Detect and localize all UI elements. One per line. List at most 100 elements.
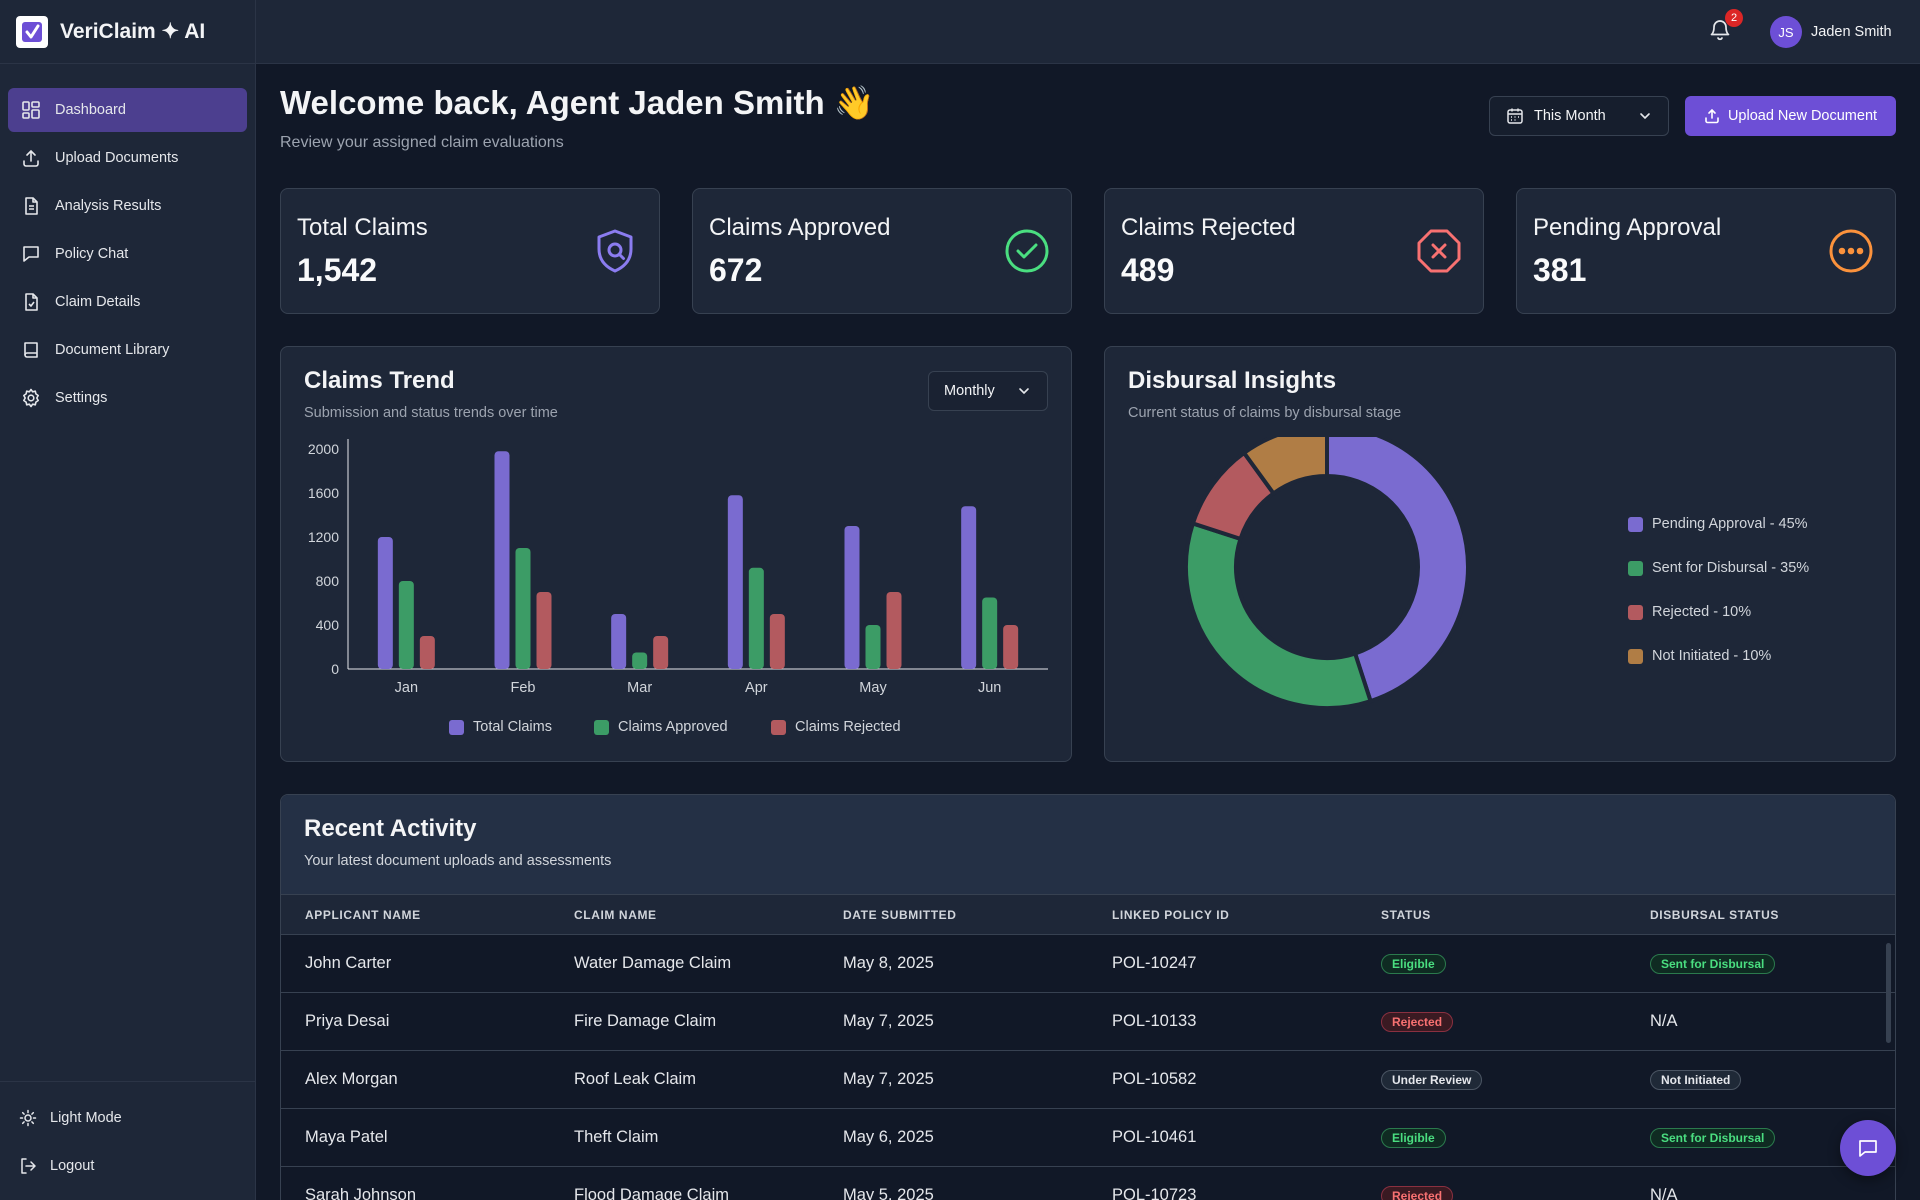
light-mode-toggle[interactable]: Light Mode bbox=[8, 1094, 248, 1142]
legend-item[interactable]: Claims Rejected bbox=[771, 719, 901, 735]
chat-assistant-button[interactable] bbox=[1840, 1120, 1896, 1176]
bar-total-claims-jun[interactable] bbox=[961, 506, 977, 669]
bar-claims-rejected-jan[interactable] bbox=[419, 636, 435, 669]
bar-total-claims-jan[interactable] bbox=[377, 537, 393, 669]
column-header[interactable]: CLAIM NAME bbox=[574, 908, 657, 922]
legend-swatch bbox=[1628, 648, 1643, 664]
bar-total-claims-apr[interactable] bbox=[727, 495, 743, 669]
sidebar-item-label: Document Library bbox=[55, 342, 170, 358]
applicant-name-cell: Alex Morgan bbox=[305, 1070, 398, 1088]
main-nav: Dashboard Upload Documents Analysis Resu… bbox=[0, 64, 255, 448]
claim-name-cell: Roof Leak Claim bbox=[574, 1070, 696, 1088]
bar-claims-approved-may[interactable] bbox=[865, 625, 881, 669]
legend-item[interactable]: Total Claims bbox=[449, 719, 552, 735]
date-submitted-cell: May 7, 2025 bbox=[843, 1012, 934, 1030]
y-tick-label: 0 bbox=[331, 661, 339, 677]
file-check-icon bbox=[21, 292, 41, 312]
stat-card-claims-approved: Claims Approved 672 bbox=[692, 188, 1072, 314]
legend-item[interactable]: Not Initiated - 10% bbox=[1628, 648, 1771, 664]
table-row[interactable]: Sarah Johnson Flood Damage Claim May 5, 20… bbox=[281, 1167, 1895, 1200]
column-header[interactable]: STATUS bbox=[1381, 908, 1431, 922]
interval-select[interactable]: Monthly bbox=[928, 371, 1048, 411]
donut-slice-pending-approval[interactable] bbox=[1325, 437, 1470, 704]
recent-activity-header: Recent Activity Your latest document upl… bbox=[281, 795, 1895, 895]
table-row[interactable]: John Carter Water Damage Claim May 8, 2025… bbox=[281, 935, 1895, 993]
table-row[interactable]: Alex Morgan Roof Leak Claim May 7, 2025 POL… bbox=[281, 1051, 1895, 1109]
column-header[interactable]: APPLICANT NAME bbox=[305, 908, 421, 922]
sidebar-item-analysis-results[interactable]: Analysis Results bbox=[8, 184, 247, 228]
applicant-name-cell: Sarah Johnson bbox=[305, 1186, 416, 1200]
x-tick-label: May bbox=[859, 680, 887, 696]
sidebar-item-document-library[interactable]: Document Library bbox=[8, 328, 247, 372]
bar-claims-approved-jun[interactable] bbox=[982, 597, 998, 670]
x-tick-label: Apr bbox=[745, 680, 768, 696]
logout-button[interactable]: Logout bbox=[8, 1142, 248, 1190]
legend-swatch bbox=[771, 719, 786, 735]
table-row[interactable]: Priya Desai Fire Damage Claim May 7, 2025 P… bbox=[281, 993, 1895, 1051]
bar-total-claims-feb[interactable] bbox=[494, 451, 510, 669]
status-badge: Under Review bbox=[1381, 1070, 1483, 1090]
bar-claims-rejected-jun[interactable] bbox=[1003, 625, 1019, 669]
bar-claims-approved-jan[interactable] bbox=[398, 581, 414, 669]
legend-item[interactable]: Pending Approval - 45% bbox=[1628, 516, 1808, 532]
dashboard-icon bbox=[21, 100, 41, 120]
claims-trend-chart: 2000 1600 1200 800 400 0 Jan Feb Mar Apr May Jun bbox=[308, 439, 1048, 696]
disbursal-status-badge: N/A bbox=[1650, 1186, 1678, 1200]
claim-name-cell: Fire Damage Claim bbox=[574, 1012, 717, 1030]
sidebar-item-dashboard[interactable]: Dashboard bbox=[8, 88, 247, 132]
column-header[interactable]: LINKED POLICY ID bbox=[1112, 908, 1230, 922]
upload-new-document-button[interactable]: Upload New Document bbox=[1685, 96, 1896, 136]
bar-claims-rejected-may[interactable] bbox=[886, 592, 902, 669]
legend-item[interactable]: Rejected - 10% bbox=[1628, 604, 1751, 620]
y-tick-label: 2000 bbox=[308, 441, 339, 457]
column-header[interactable]: DISBURSAL STATUS bbox=[1650, 908, 1779, 922]
sidebar-item-label: Analysis Results bbox=[55, 198, 162, 214]
bar-claims-approved-feb[interactable] bbox=[515, 548, 531, 669]
bar-total-claims-may[interactable] bbox=[844, 526, 860, 669]
page-subtitle: Review your assigned claim evaluations bbox=[280, 134, 564, 151]
legend-label: Not Initiated - 10% bbox=[1652, 648, 1772, 664]
bar-claims-approved-mar[interactable] bbox=[632, 652, 648, 670]
upload-button-label: Upload New Document bbox=[1727, 108, 1878, 124]
disbursal-donut-chart bbox=[1184, 437, 1470, 710]
sidebar-item-label: Policy Chat bbox=[55, 246, 129, 262]
policy-id-cell: POL-10247 bbox=[1112, 954, 1197, 972]
chat-icon bbox=[1859, 1140, 1877, 1157]
stat-card-claims-rejected: Claims Rejected 489 bbox=[1104, 188, 1484, 314]
gear-icon bbox=[21, 388, 41, 408]
period-select[interactable]: This Month bbox=[1489, 96, 1669, 136]
bar-total-claims-mar[interactable] bbox=[611, 614, 627, 669]
bar-claims-rejected-feb[interactable] bbox=[536, 592, 552, 669]
bar-claims-approved-apr[interactable] bbox=[748, 567, 764, 669]
legend-item[interactable]: Sent for Disbursal - 35% bbox=[1628, 560, 1809, 576]
sidebar-item-policy-chat[interactable]: Policy Chat bbox=[8, 232, 247, 276]
bar-claims-rejected-apr[interactable] bbox=[769, 614, 785, 669]
bar-claims-rejected-mar[interactable] bbox=[653, 636, 669, 669]
sidebar-item-upload-documents[interactable]: Upload Documents bbox=[8, 136, 247, 180]
table-row[interactable]: Maya Patel Theft Claim May 6, 2025 POL-1046… bbox=[281, 1109, 1895, 1167]
donut-slice-not-initiated[interactable] bbox=[1241, 437, 1329, 497]
status-badge: Eligible bbox=[1381, 954, 1446, 974]
user-menu[interactable]: JS Jaden Smith bbox=[1770, 16, 1892, 48]
donut-slice-sent-for-disbursal[interactable] bbox=[1184, 520, 1374, 710]
date-submitted-cell: May 6, 2025 bbox=[843, 1128, 934, 1146]
legend-swatch bbox=[594, 719, 609, 735]
date-submitted-cell: May 7, 2025 bbox=[843, 1070, 934, 1088]
sidebar-item-settings[interactable]: Settings bbox=[8, 376, 247, 420]
stat-card-pending-approval: Pending Approval 381 bbox=[1516, 188, 1896, 314]
light-mode-label: Light Mode bbox=[50, 1110, 122, 1126]
legend-item[interactable]: Claims Approved bbox=[594, 719, 728, 735]
legend-label: Rejected - 10% bbox=[1652, 604, 1752, 620]
notification-bell-button[interactable] bbox=[1708, 18, 1736, 46]
recent-activity-panel: Recent Activity Your latest document upl… bbox=[280, 794, 1896, 1200]
interval-value: Monthly bbox=[944, 383, 995, 399]
legend-swatch bbox=[449, 719, 464, 735]
column-header[interactable]: DATE SUBMITTED bbox=[843, 908, 957, 922]
stat-label: Claims Rejected bbox=[1121, 214, 1296, 241]
table-scrollbar[interactable] bbox=[1886, 943, 1891, 1043]
legend-label: Claims Approved bbox=[618, 719, 728, 735]
period-value: This Month bbox=[1534, 108, 1606, 124]
sidebar-item-claim-details[interactable]: Claim Details bbox=[8, 280, 247, 324]
legend-swatch bbox=[1628, 516, 1643, 532]
logout-label: Logout bbox=[50, 1158, 95, 1174]
